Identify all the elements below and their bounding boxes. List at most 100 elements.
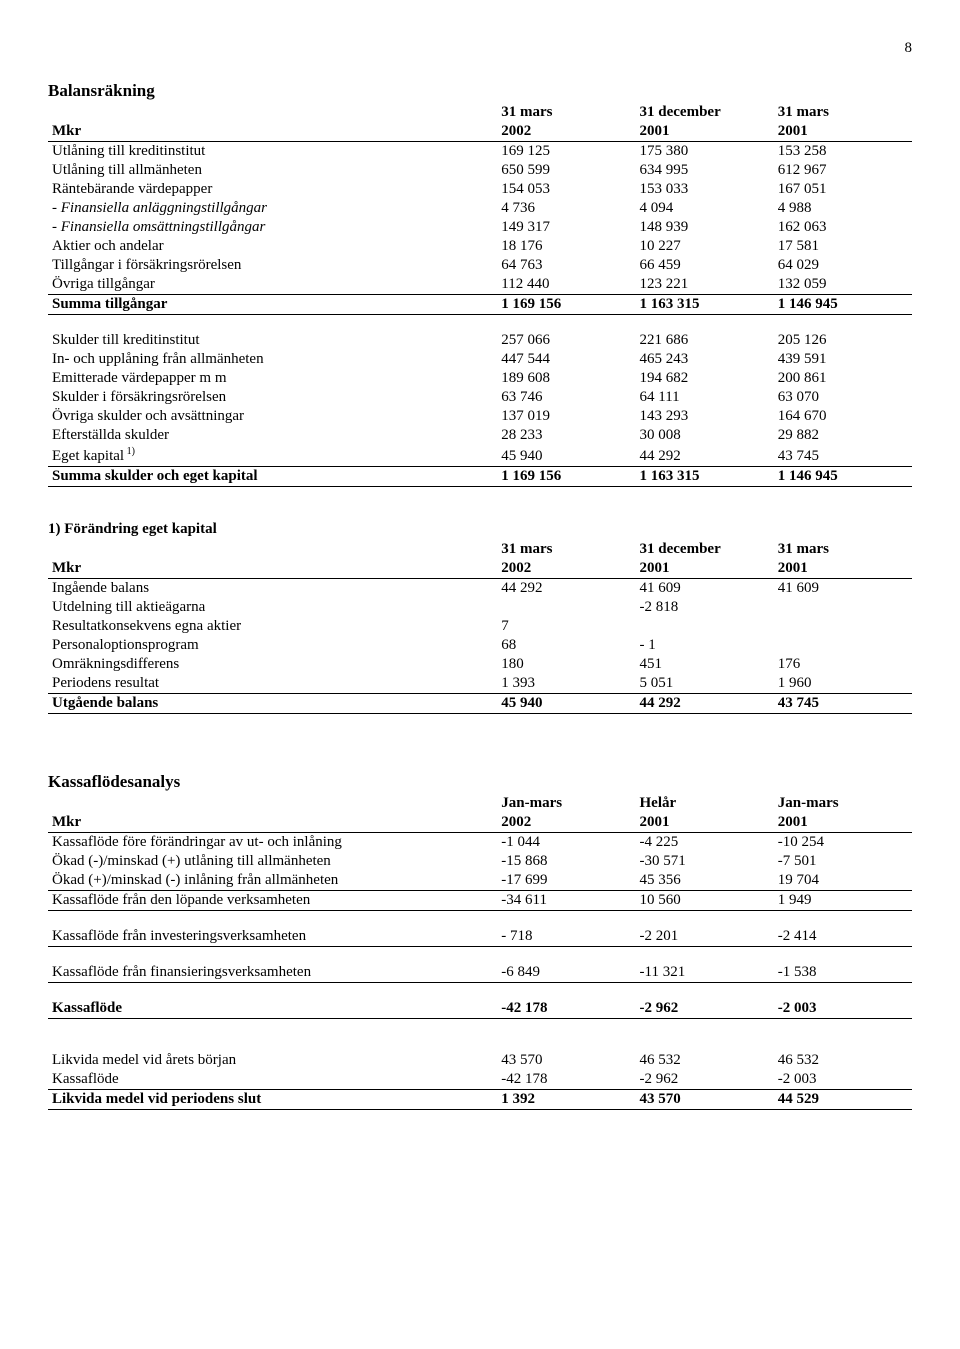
cell: -2 201 xyxy=(636,927,774,947)
cell: -2 962 xyxy=(636,1070,774,1090)
table-row: Ökad (+)/minskad (-) inlåning från allmä… xyxy=(48,871,912,891)
cell: 154 053 xyxy=(497,180,635,199)
cell: 1 169 156 xyxy=(497,295,635,315)
cell: 4 988 xyxy=(774,199,912,218)
cell: 63 070 xyxy=(774,388,912,407)
cell: Övriga tillgångar xyxy=(48,275,497,295)
cell: -2 003 xyxy=(774,1070,912,1090)
cell: 43 570 xyxy=(497,1051,635,1070)
table-row: - Finansiella anläggningstillgångar4 736… xyxy=(48,199,912,218)
cell: 17 581 xyxy=(774,237,912,256)
cell: 153 258 xyxy=(774,142,912,162)
cell: -42 178 xyxy=(497,999,635,1019)
cell: -30 571 xyxy=(636,852,774,871)
table-header-row: 31 mars 31 december 31 mars xyxy=(48,540,912,559)
cashflow-title: Kassaflödesanalys xyxy=(48,772,912,792)
cell: Kassaflöde från den löpande verksamheten xyxy=(48,891,497,911)
cell xyxy=(774,598,912,617)
cell: -2 003 xyxy=(774,999,912,1019)
cell: Omräkningsdifferens xyxy=(48,655,497,674)
table-row: In- och upplåning från allmänheten447 54… xyxy=(48,350,912,369)
cell: -15 868 xyxy=(497,852,635,871)
table-row: Övriga skulder och avsättningar137 01914… xyxy=(48,407,912,426)
hdr-cell: Jan-mars xyxy=(497,794,635,813)
hdr-cell: 31 mars xyxy=(497,540,635,559)
cell: -34 611 xyxy=(497,891,635,911)
cell: 164 670 xyxy=(774,407,912,426)
table-row: Kassaflöde från finansieringsverksamhete… xyxy=(48,963,912,983)
table-row: Utdelning till aktieägarna-2 818 xyxy=(48,598,912,617)
cell: 200 861 xyxy=(774,369,912,388)
cell: 41 609 xyxy=(774,579,912,599)
cell: 189 608 xyxy=(497,369,635,388)
cell: Skulder till kreditinstitut xyxy=(48,331,497,350)
cell: 123 221 xyxy=(636,275,774,295)
cell: Kassaflöde xyxy=(48,1070,497,1090)
equity-change-title: 1) Förändring eget kapital xyxy=(48,521,912,538)
hdr-cell: 2002 xyxy=(497,122,635,142)
cell: 28 233 xyxy=(497,426,635,445)
cell: 4 736 xyxy=(497,199,635,218)
table-row: Kassaflöde-42 178-2 962-2 003 xyxy=(48,1070,912,1090)
cell: -2 818 xyxy=(636,598,774,617)
hdr-cell: Mkr xyxy=(48,122,497,142)
cell: - 1 xyxy=(636,636,774,655)
cell: In- och upplåning från allmänheten xyxy=(48,350,497,369)
cell: 112 440 xyxy=(497,275,635,295)
cell: 1 960 xyxy=(774,674,912,694)
cell: Utgående balans xyxy=(48,694,497,714)
hdr-cell: 31 december xyxy=(636,103,774,122)
cell: 257 066 xyxy=(497,331,635,350)
cell: Skulder i försäkringsrörelsen xyxy=(48,388,497,407)
cell: 45 940 xyxy=(497,445,635,467)
hdr-cell: 2002 xyxy=(497,559,635,579)
sum-row: Summa tillgångar 1 169 156 1 163 315 1 1… xyxy=(48,295,912,315)
cell: 612 967 xyxy=(774,161,912,180)
cell: 1 146 945 xyxy=(774,467,912,487)
table-row: Omräkningsdifferens180451176 xyxy=(48,655,912,674)
cell: 46 532 xyxy=(774,1051,912,1070)
balance-sheet-table: 31 mars 31 december 31 mars Mkr 2002 200… xyxy=(48,103,912,487)
cell: Räntebärande värdepapper xyxy=(48,180,497,199)
cell: 18 176 xyxy=(497,237,635,256)
cell: 45 940 xyxy=(497,694,635,714)
table-row: Aktier och andelar18 17610 22717 581 xyxy=(48,237,912,256)
cell: 1 146 945 xyxy=(774,295,912,315)
table-row: Utlåning till kreditinstitut169 125175 3… xyxy=(48,142,912,162)
cell: Ökad (+)/minskad (-) inlåning från allmä… xyxy=(48,871,497,891)
cell xyxy=(636,617,774,636)
cell: Utlåning till allmänheten xyxy=(48,161,497,180)
cell: -17 699 xyxy=(497,871,635,891)
cell: Efterställda skulder xyxy=(48,426,497,445)
cell: Övriga skulder och avsättningar xyxy=(48,407,497,426)
cell: 64 111 xyxy=(636,388,774,407)
cell: 451 xyxy=(636,655,774,674)
table-row: Skulder till kreditinstitut257 066221 68… xyxy=(48,331,912,350)
cell: 29 882 xyxy=(774,426,912,445)
cell: Aktier och andelar xyxy=(48,237,497,256)
cell: Likvida medel vid periodens slut xyxy=(48,1090,497,1110)
cell: 43 745 xyxy=(774,694,912,714)
hdr-cell: 2001 xyxy=(774,813,912,833)
cell: 132 059 xyxy=(774,275,912,295)
table-row: Efterställda skulder28 23330 00829 882 xyxy=(48,426,912,445)
cell: -10 254 xyxy=(774,833,912,853)
hdr-cell xyxy=(48,540,497,559)
cell: 180 xyxy=(497,655,635,674)
cell: Ingående balans xyxy=(48,579,497,599)
cell: 10 560 xyxy=(636,891,774,911)
cell: 1 393 xyxy=(497,674,635,694)
hdr-cell xyxy=(48,794,497,813)
table-header-row: 31 mars 31 december 31 mars xyxy=(48,103,912,122)
cell: 447 544 xyxy=(497,350,635,369)
cell: -11 321 xyxy=(636,963,774,983)
sum-row: Utgående balans 45 940 44 292 43 745 xyxy=(48,694,912,714)
cell: 7 xyxy=(497,617,635,636)
table-header-row: Mkr 2002 2001 2001 xyxy=(48,122,912,142)
sum-row: Kassaflöde -42 178 -2 962 -2 003 xyxy=(48,999,912,1019)
cell: 45 356 xyxy=(636,871,774,891)
cell: 44 292 xyxy=(636,445,774,467)
cell: Emitterade värdepapper m m xyxy=(48,369,497,388)
sum-row: Likvida medel vid periodens slut 1 392 4… xyxy=(48,1090,912,1110)
cell: 205 126 xyxy=(774,331,912,350)
